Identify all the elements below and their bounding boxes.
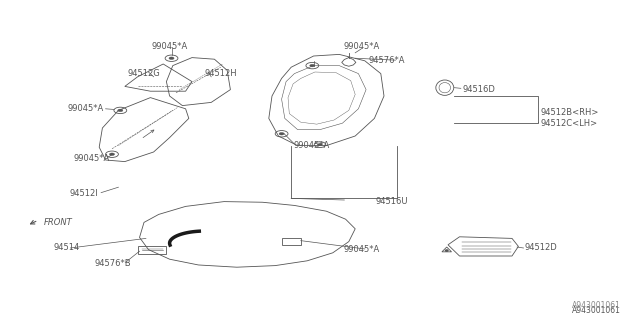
Text: 94516U: 94516U <box>376 197 408 206</box>
Circle shape <box>310 64 315 67</box>
Text: 99045*A: 99045*A <box>293 141 330 150</box>
Text: A943001061: A943001061 <box>572 306 621 315</box>
Bar <box>282 238 301 245</box>
Text: 99045*A: 99045*A <box>74 154 110 163</box>
Text: FRONT: FRONT <box>44 218 72 227</box>
Text: 94512I: 94512I <box>69 189 98 198</box>
Circle shape <box>445 250 448 251</box>
Text: 94576*B: 94576*B <box>95 260 131 268</box>
Text: A943001061: A943001061 <box>572 301 621 310</box>
Text: 99045*A: 99045*A <box>344 42 380 51</box>
Text: 94576*A: 94576*A <box>369 56 406 65</box>
Text: 94512D: 94512D <box>525 244 557 252</box>
Text: 99045*A: 99045*A <box>344 245 380 254</box>
Text: 94512G: 94512G <box>127 69 161 78</box>
Text: 99045*A: 99045*A <box>67 104 104 113</box>
Text: 94512C<LH>: 94512C<LH> <box>541 119 598 128</box>
Text: 94514: 94514 <box>53 244 79 252</box>
Circle shape <box>118 109 123 112</box>
Circle shape <box>169 57 174 60</box>
Text: 94512B<RH>: 94512B<RH> <box>541 108 599 116</box>
Circle shape <box>317 143 323 146</box>
Text: 99045*A: 99045*A <box>152 42 188 51</box>
Circle shape <box>279 132 284 135</box>
Text: 94512H: 94512H <box>205 69 237 78</box>
Bar <box>138 246 166 254</box>
Text: 94516D: 94516D <box>462 85 495 94</box>
Circle shape <box>109 153 115 156</box>
